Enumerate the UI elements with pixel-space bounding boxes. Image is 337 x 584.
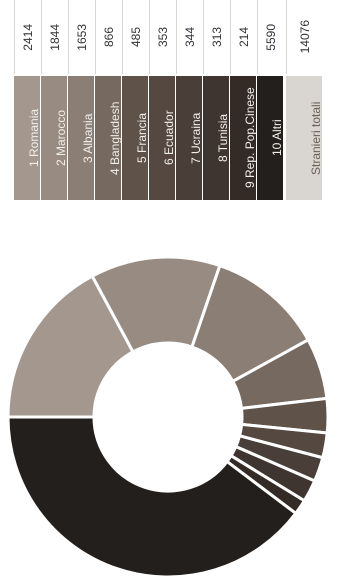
table-column-tunisia: 313 8 Tunisia — [203, 0, 230, 200]
value-label: 1844 — [47, 23, 62, 51]
value-label: 485 — [128, 26, 143, 48]
value-cell: 1653 — [68, 0, 94, 74]
country-cell: 3 Albania — [68, 76, 95, 200]
value-label: 2414 — [20, 23, 35, 51]
value-label: 866 — [101, 26, 116, 48]
donut-chart — [0, 210, 337, 584]
country-label: 4 Bangladesh — [108, 101, 122, 175]
value-cell: 866 — [95, 0, 121, 74]
value-label: 313 — [209, 26, 224, 48]
total-label: Stranieri totali — [309, 101, 323, 175]
total-name-cell: Stranieri totali — [286, 76, 323, 200]
country-cell: 4 Bangladesh — [95, 76, 122, 200]
table-column-romania: 2414 1 Romania — [14, 0, 41, 200]
country-label: 1 Romania — [27, 108, 41, 168]
donut-chart-svg — [6, 255, 330, 579]
value-cell: 214 — [230, 0, 256, 74]
value-cell: 1844 — [41, 0, 67, 74]
value-cell: 485 — [122, 0, 148, 74]
country-cell: 2 Marocco — [41, 76, 68, 200]
country-label: 8 Tunisia — [216, 113, 230, 163]
table-column-albania: 1653 3 Albania — [68, 0, 95, 200]
table-column-francia: 485 5 Francia — [122, 0, 149, 200]
country-cell: 6 Ecuador — [149, 76, 176, 200]
country-label: 5 Francia — [135, 112, 149, 164]
value-label: 214 — [236, 26, 251, 48]
table-column-altri: 5590 10 Altri — [257, 0, 284, 200]
total-value-cell: 14076 — [286, 0, 322, 74]
country-label: 9 Rep. Pop.Cinese — [243, 87, 257, 189]
table-column-ecuador: 353 6 Ecuador — [149, 0, 176, 200]
country-cell: 9 Rep. Pop.Cinese — [230, 76, 257, 200]
country-label: 6 Ecuador — [162, 110, 176, 166]
table-column-total: 14076 Stranieri totali — [286, 0, 323, 200]
table-column-ucraina: 344 7 Ucraina — [176, 0, 203, 200]
value-cell: 5590 — [257, 0, 283, 74]
table-column-bangladesh: 866 4 Bangladesh — [95, 0, 122, 200]
country-cell: 1 Romania — [14, 76, 41, 200]
value-cell: 2414 — [14, 0, 40, 74]
value-label: 5590 — [263, 23, 278, 51]
donut-slice-10 — [6, 415, 298, 579]
country-cell: 10 Altri — [257, 76, 284, 200]
value-label: 353 — [155, 26, 170, 48]
country-label: 7 Ucraina — [189, 112, 203, 164]
value-cell: 344 — [176, 0, 202, 74]
country-cell: 5 Francia — [122, 76, 149, 200]
country-label: 2 Marocco — [54, 109, 68, 167]
value-cell: 353 — [149, 0, 175, 74]
value-label: 1653 — [74, 23, 89, 51]
country-label: 10 Altri — [270, 119, 284, 157]
donut-slice-1 — [6, 274, 135, 419]
country-table: 2414 1 Romania 1844 2 Marocco 1653 3 Alb… — [14, 0, 337, 200]
value-label: 344 — [182, 26, 197, 48]
total-value: 14076 — [297, 20, 312, 54]
table-column-marocco: 1844 2 Marocco — [41, 0, 68, 200]
value-cell: 313 — [203, 0, 229, 74]
country-cell: 8 Tunisia — [203, 76, 230, 200]
country-label: 3 Albania — [81, 113, 95, 163]
country-cell: 7 Ucraina — [176, 76, 203, 200]
table-column-cina: 214 9 Rep. Pop.Cinese — [230, 0, 257, 200]
